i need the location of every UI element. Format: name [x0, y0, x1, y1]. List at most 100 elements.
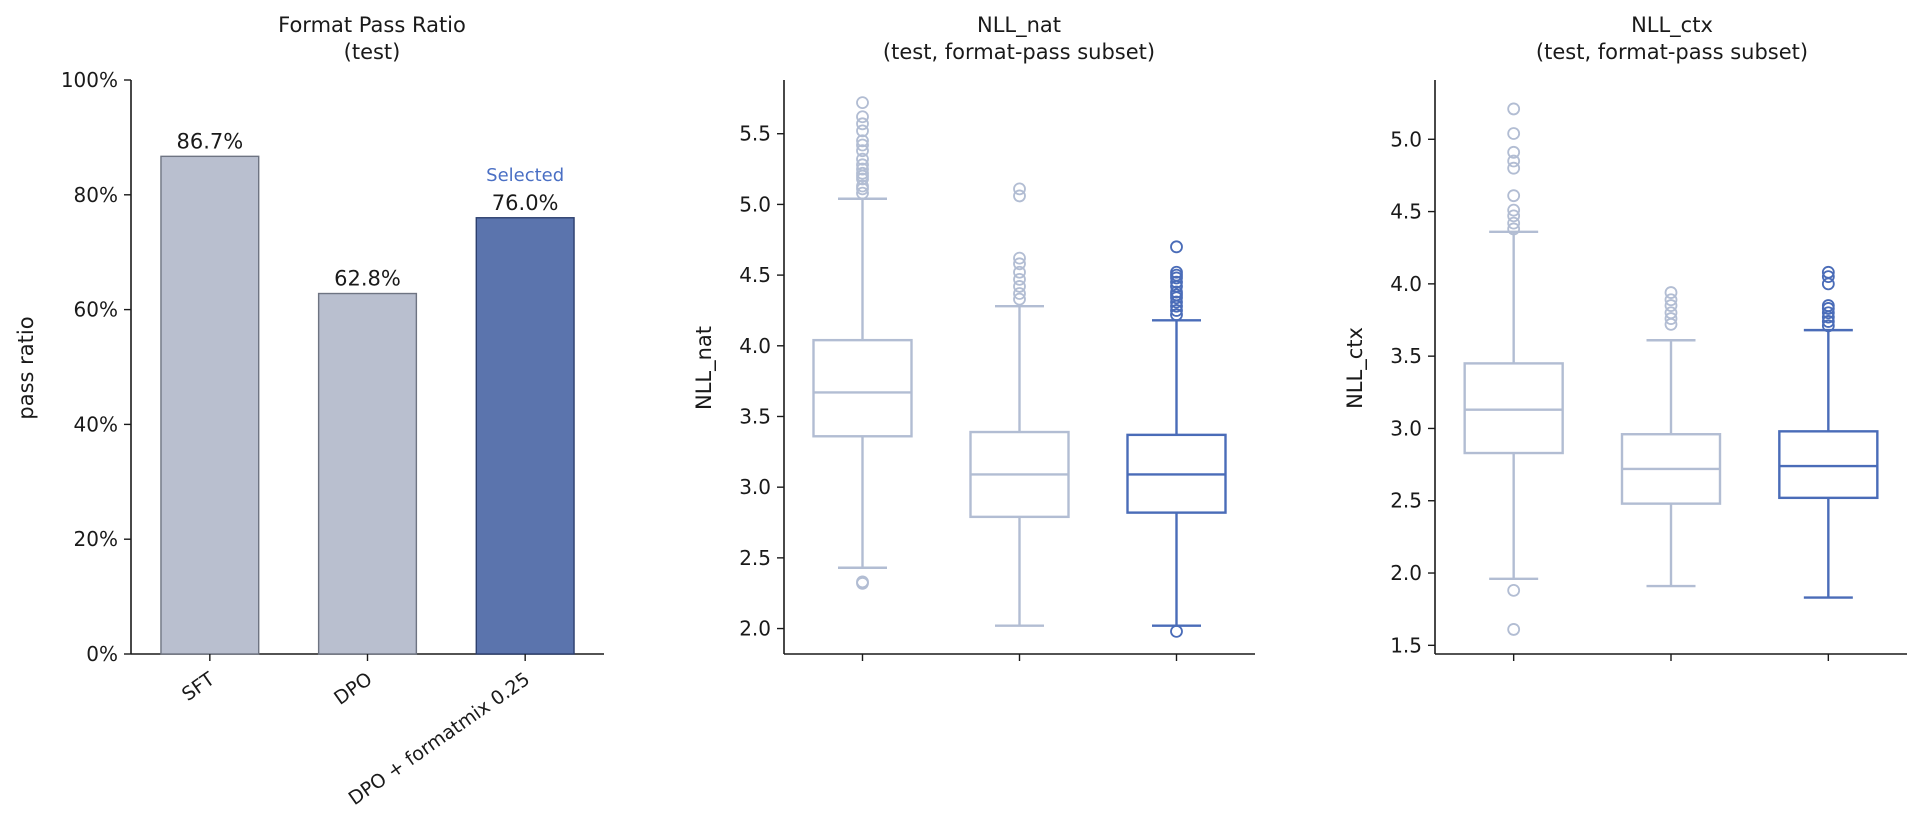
box — [1778, 430, 1879, 500]
outlier-point — [856, 96, 869, 110]
outlier-point — [1821, 265, 1835, 279]
outlier-point — [856, 144, 869, 158]
outlier-point — [1664, 306, 1678, 320]
outlier-point — [1013, 257, 1026, 271]
outlier-point — [856, 158, 869, 172]
outlier-point — [856, 186, 869, 200]
y-tick-label: 40% — [74, 412, 118, 436]
selected-annotation: Selected — [486, 165, 564, 186]
panel-title: NLL_nat — [977, 13, 1061, 38]
outlier-point — [856, 179, 869, 193]
format-pass-ratio-panel: Format Pass Ratio (test) pass ratio 0% 20… — [14, 13, 604, 810]
bar — [160, 155, 260, 655]
outlier-point — [1664, 286, 1678, 299]
outlier-point — [1507, 189, 1521, 203]
outlier-point — [1507, 154, 1521, 168]
outlier-point — [856, 575, 869, 589]
outlier-point — [1013, 292, 1026, 306]
outlier-point — [856, 134, 869, 148]
y-tick-label: 4.5 — [739, 263, 771, 287]
y-tick-label: 3.5 — [739, 404, 771, 428]
box-series — [1463, 102, 1564, 636]
outlier-point — [1821, 315, 1835, 328]
outlier-point — [1821, 270, 1835, 284]
y-axis-label: pass ratio — [14, 316, 38, 419]
y-tick-label: 5.0 — [1390, 127, 1422, 151]
outlier-point — [1013, 251, 1026, 265]
outlier-point — [856, 152, 869, 166]
y-tick-label: 2.5 — [739, 546, 771, 570]
outlier-point — [1507, 583, 1521, 597]
y-tick-label: 5.0 — [739, 192, 771, 216]
outlier-point — [856, 117, 869, 131]
outlier-point — [1507, 203, 1521, 217]
outlier-point — [1507, 623, 1521, 636]
y-tick-label: 2.0 — [739, 617, 771, 641]
outlier-point — [1664, 293, 1678, 307]
outlier-point — [1013, 287, 1026, 300]
outlier-point — [856, 124, 869, 138]
y-tick-label: 3.0 — [1390, 416, 1422, 440]
outlier-point — [1170, 308, 1183, 322]
box-series — [969, 182, 1070, 627]
bar-value-label: 76.0% — [492, 191, 559, 215]
outlier-point — [856, 110, 869, 124]
bar-value-label: 86.7% — [176, 129, 243, 153]
outlier-point — [1507, 161, 1521, 175]
outlier-point — [1507, 222, 1521, 236]
y-tick-label: 5.5 — [739, 122, 771, 146]
panel-subtitle: (test, format-pass subset) — [1536, 40, 1808, 64]
box-series — [812, 96, 913, 590]
box-series — [1620, 286, 1722, 588]
y-tick-label: 2.5 — [1390, 489, 1422, 513]
outlier-point — [1821, 319, 1835, 333]
outlier-point — [1664, 299, 1678, 312]
outlier-point — [1507, 102, 1521, 116]
nll-nat-panel: NLL_nat (test, format-pass subset) NLL_n… — [692, 13, 1255, 661]
panel-title: Format Pass Ratio — [278, 13, 466, 37]
y-tick-label: 4.5 — [1390, 200, 1422, 224]
x-tick-label: DPO + formatmix 0.25 — [345, 668, 534, 810]
outlier-point — [1507, 127, 1521, 140]
y-tick-label: 20% — [74, 527, 118, 551]
y-tick-label: 2.0 — [1390, 561, 1422, 585]
y-axis-label: NLL_nat — [692, 326, 717, 410]
outlier-point — [1013, 265, 1026, 279]
outlier-point — [856, 138, 869, 152]
box-series — [1126, 240, 1227, 638]
outlier-point — [1013, 272, 1026, 286]
outlier-point — [1170, 265, 1183, 279]
outlier-point — [1013, 280, 1026, 293]
y-tick-label: 1.5 — [1390, 633, 1422, 657]
outlier-point — [1013, 189, 1026, 203]
y-tick-label: 100% — [61, 68, 118, 92]
outlier-point — [1170, 275, 1183, 289]
panel-subtitle: (test) — [344, 40, 401, 64]
y-axis-label: NLL_ctx — [1343, 327, 1368, 409]
y-tick-label: 3.5 — [1390, 344, 1422, 368]
panel-subtitle: (test, format-pass subset) — [883, 40, 1155, 64]
box — [1463, 362, 1564, 455]
outlier-point — [1170, 624, 1183, 638]
outlier-point — [1507, 145, 1521, 159]
bar — [475, 217, 575, 655]
outlier-point — [1170, 304, 1183, 317]
y-tick-label: 80% — [74, 183, 118, 207]
nll-ctx-panel: NLL_ctx (test, format-pass subset) NLL_c… — [1343, 13, 1907, 661]
y-tick-label: 4.0 — [1390, 272, 1422, 296]
box — [812, 338, 913, 438]
outlier-point — [856, 166, 869, 180]
outlier-point — [1170, 240, 1183, 254]
y-tick-label: 3.0 — [739, 475, 771, 499]
y-tick-label: 60% — [74, 298, 118, 322]
outlier-point — [1170, 285, 1183, 299]
panel-title: NLL_ctx — [1631, 13, 1713, 38]
x-tick-label: SFT — [178, 668, 219, 706]
outlier-point — [1821, 306, 1835, 320]
outlier-point — [1170, 295, 1183, 309]
bar — [317, 292, 418, 655]
y-tick-label: 0% — [86, 642, 118, 666]
outlier-point — [1507, 209, 1521, 223]
outlier-point — [1013, 182, 1026, 196]
